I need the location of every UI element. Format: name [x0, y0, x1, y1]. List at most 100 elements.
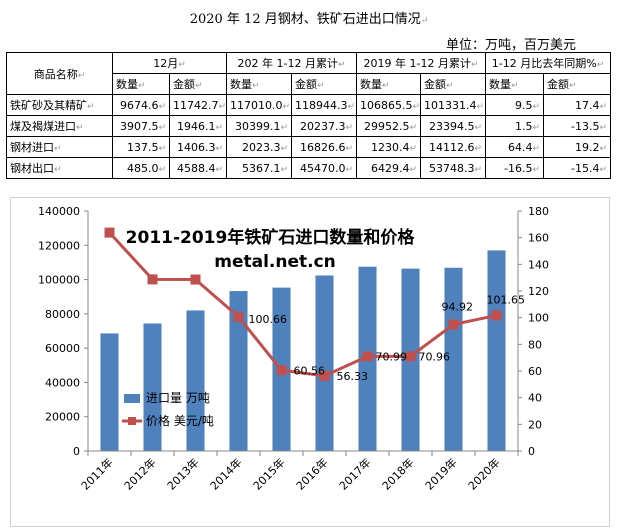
- price-marker: [491, 310, 502, 321]
- table-cell: 64.4↵: [485, 136, 545, 158]
- table-row: 煤及褐煤进口↵ 3907.5↵ 1946.1↵ 30399.1↵ 20237.3…: [6, 115, 612, 137]
- price-marker: [448, 319, 459, 330]
- table-cell: 106865.5↵: [356, 94, 422, 116]
- left-tick-label: 80000: [45, 308, 80, 321]
- table-cell: -13.5↵: [543, 115, 612, 137]
- table-cell: 118944.3↵: [291, 94, 358, 116]
- combo-chart: 0 20000 40000 60000 80000 100000 120000 140000 0…: [10, 197, 610, 527]
- data-labels: 100.66 60.56 56.33 70.99 70.96 94.92 101.65: [249, 293, 526, 382]
- data-label: 100.66: [249, 313, 288, 326]
- bar: [444, 267, 463, 451]
- left-tick-label: 0: [73, 445, 80, 458]
- data-label: 94.92: [442, 300, 474, 313]
- subheader-cell: 数量↵: [485, 73, 545, 95]
- price-marker: [233, 311, 244, 322]
- right-tick-label: 140: [528, 258, 549, 271]
- table-group-header-row: 商品名称↵ 12月↵ 202 年 1-12 月累计↵ 2019 年 1-12 月…: [6, 52, 612, 95]
- row-header-cell: 商品名称↵: [6, 52, 113, 95]
- left-tick-label: 120000: [38, 239, 80, 252]
- price-marker: [362, 351, 373, 362]
- data-label: 70.96: [419, 350, 451, 363]
- left-tick-label: 100000: [38, 274, 80, 287]
- table-cell: 20237.3↵: [291, 115, 358, 137]
- table-cell: 117010.0↵: [226, 94, 293, 116]
- right-tick-label: 80: [528, 338, 542, 351]
- subheader-cell: 金额↵: [291, 73, 358, 95]
- table-row: 铁矿砂及其精矿↵ 9674.6↵ 11742.7↵ 117010.0↵ 1189…: [6, 94, 612, 116]
- right-tick-label: 180: [528, 205, 549, 218]
- row-label: 钢材进口↵: [6, 136, 113, 158]
- page-title: 2020 年 12 月钢材、铁矿石进出口情况↵: [189, 12, 429, 27]
- right-tick-label: 120: [528, 285, 549, 298]
- left-tick-label: 140000: [38, 205, 80, 218]
- group-header-cell: 202 年 1-12 月累计↵: [226, 52, 358, 74]
- table-cell: 29952.5↵: [356, 115, 422, 137]
- chart-container: 0 20000 40000 60000 80000 100000 120000 140000 0…: [10, 197, 610, 527]
- right-tick-label: 0: [528, 445, 535, 458]
- table-cell: 1946.1↵: [168, 115, 228, 137]
- bar: [487, 250, 506, 451]
- unit-label: 单位：万吨，百万美元: [445, 38, 576, 53]
- bar: [186, 310, 205, 451]
- price-marker: [190, 274, 201, 285]
- price-marker: [405, 351, 416, 362]
- table-cell: 485.0↵: [112, 157, 170, 179]
- bar: [229, 291, 248, 451]
- data-label: 60.56: [294, 364, 326, 377]
- table-cell: 5367.1↵: [226, 157, 293, 179]
- table-row: 钢材出口↵ 485.0↵ 4588.4↵ 5367.1↵ 45470.0↵ 64…: [6, 157, 612, 179]
- right-tick-label: 40: [528, 392, 542, 405]
- table-subheader-row: 数量↵ 金额↵ 数量↵ 金额↵ 数量↵ 金额↵ 数量↵ 金额↵: [7, 73, 612, 95]
- price-line: [108, 231, 497, 378]
- table-cell: 45470.0↵: [291, 157, 358, 179]
- table-cell: 16826.6↵: [291, 136, 358, 158]
- price-marker: [147, 274, 158, 285]
- table-cell: -16.5↵: [485, 157, 545, 179]
- data-label: 70.99: [376, 350, 408, 363]
- legend: 进口量 万吨 价格 美元/吨: [122, 391, 214, 428]
- table-cell: 19.2↵: [543, 136, 612, 158]
- table-cell: 23394.5↵: [420, 115, 487, 137]
- data-label: 101.65: [487, 293, 526, 306]
- trade-table: 商品名称↵ 12月↵ 202 年 1-12 月累计↵ 2019 年 1-12 月…: [6, 52, 612, 179]
- bar: [143, 323, 162, 451]
- table-cell: 1406.3↵: [168, 136, 228, 158]
- table-cell: 101331.4↵: [420, 94, 487, 116]
- subheader-cell: 数量↵: [112, 73, 170, 95]
- table-cell: 17.4↵: [543, 94, 612, 116]
- left-tick-label: 40000: [45, 376, 80, 389]
- chart-subtitle: metal.net.cn: [214, 252, 336, 272]
- group-header-cell: 2019 年 1-12 月累计↵: [356, 52, 487, 74]
- chart-title: 2011-2019年铁矿石进口数量和价格: [126, 227, 416, 248]
- table-cell: 1230.4↵: [356, 136, 422, 158]
- table-cell: 11742.7↵: [168, 94, 228, 116]
- table-cell: 53748.3↵: [420, 157, 487, 179]
- table-cell: 30399.1↵: [226, 115, 293, 137]
- subheader-cell: 金额↵: [420, 73, 487, 95]
- left-tick-label: 20000: [45, 411, 80, 424]
- table-cell: 4588.4↵: [168, 157, 228, 179]
- bar: [315, 275, 334, 451]
- line-series: [104, 227, 502, 381]
- legend-bar-swatch: [124, 394, 140, 403]
- data-label: 56.33: [337, 370, 369, 383]
- table-cell: 1.5↵: [485, 115, 545, 137]
- price-marker: [276, 365, 287, 376]
- table-cell: 9.5↵: [485, 94, 545, 116]
- table-cell: 6429.4↵: [356, 157, 422, 179]
- group-header-cell: 1-12 月比去年同期%↵: [485, 52, 612, 74]
- right-tick-label: 160: [528, 232, 549, 245]
- subheader-cell: 金额↵: [168, 73, 228, 95]
- legend-line-marker: [128, 417, 136, 425]
- price-marker: [104, 227, 115, 238]
- legend-line-label: 价格 美元/吨: [146, 413, 214, 428]
- right-tick-label: 60: [528, 365, 542, 378]
- right-tick-label: 20: [528, 418, 542, 431]
- group-header-cell: 12月↵: [111, 52, 228, 74]
- subheader-cell: 数量↵: [226, 73, 293, 95]
- table-cell: 2023.3↵: [226, 136, 293, 158]
- legend-bar-label: 进口量 万吨: [146, 391, 210, 405]
- row-label: 铁矿砂及其精矿↵: [6, 94, 113, 116]
- right-tick-label: 100: [528, 312, 549, 325]
- left-tick-label: 60000: [45, 342, 80, 355]
